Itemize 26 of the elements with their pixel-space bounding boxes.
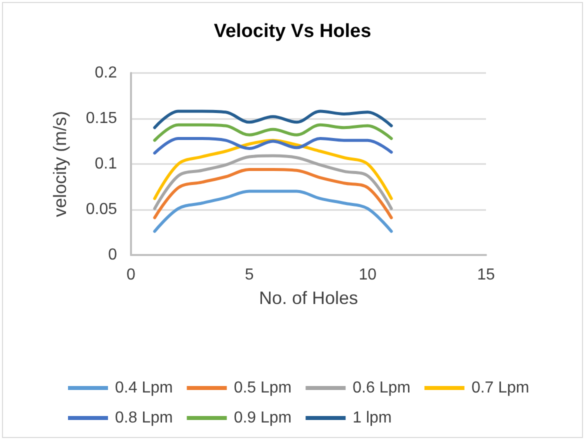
line-series (153, 123, 393, 142)
legend-label: 0.5 Lpm (234, 380, 292, 396)
line-series (153, 168, 393, 220)
x-tick-label: 15 (477, 266, 495, 284)
chart-title: Velocity Vs Holes (214, 21, 372, 42)
y-tick-label: 0.15 (86, 110, 118, 127)
y-tick-label: 0.2 (94, 64, 118, 82)
line-series (153, 190, 393, 233)
line-series (153, 138, 393, 200)
y-tick-label: 0.1 (94, 156, 118, 172)
legend-label: 0.7 Lpm (471, 380, 530, 396)
y-tick-label: 0 (108, 246, 118, 264)
x-tick-label: 10 (358, 266, 377, 284)
legend-label: 0.6 Lpm (352, 380, 410, 396)
x-tick-label: 5 (244, 266, 254, 284)
line-series (153, 154, 393, 210)
line-series (153, 110, 393, 130)
legend-label: 0.8 Lpm (115, 410, 173, 426)
x-axis-title: No. of Holes (258, 288, 358, 308)
y-axis-title: velocity (m/s) (50, 110, 70, 218)
legend-label: 1 lpm (352, 410, 392, 426)
legend-label: 0.4 Lpm (115, 380, 173, 396)
line-series (153, 137, 393, 155)
legend-label: 0.9 Lpm (234, 410, 292, 426)
x-tick-label: 0 (126, 266, 136, 284)
y-tick-label: 0.05 (86, 201, 118, 218)
